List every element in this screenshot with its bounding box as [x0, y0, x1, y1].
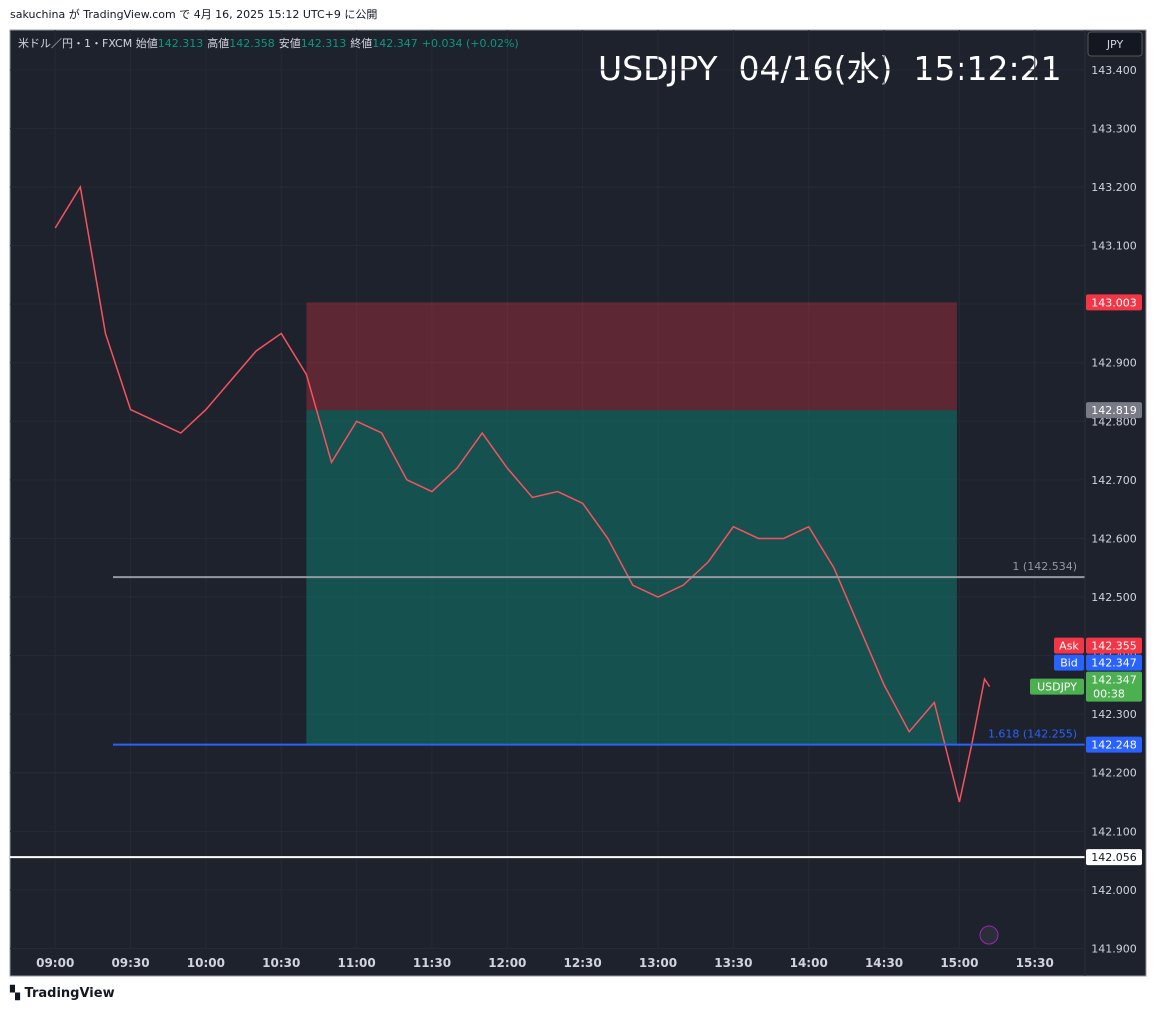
tag-name-box [1054, 637, 1084, 654]
y-tick-label: 142.100 [1091, 825, 1137, 838]
price-line [54, 184, 991, 803]
position-zone [306, 302, 957, 411]
x-tick-label: 11:30 [413, 956, 451, 970]
alert-icon[interactable] [979, 925, 999, 945]
x-tick-label: 12:30 [564, 956, 602, 970]
y-tick-label: 142.300 [1091, 708, 1137, 721]
tag-name: USDJPY [1037, 681, 1077, 694]
y-tick-label: 142.200 [1091, 767, 1137, 780]
y-tick-label: 142.600 [1091, 532, 1137, 545]
y-tick-label: 142.700 [1091, 474, 1137, 487]
plot-area [10, 30, 1085, 949]
price-tag [1086, 671, 1142, 702]
legend: 米ドル／円・1・FXCM 始値142.313 高値142.358 安値142.313… [18, 35, 523, 51]
footer-logo: ▚ TradingView [10, 986, 115, 1001]
legend-change: +0.034 (+0.02%) [421, 37, 519, 50]
y-tick-label: 143.100 [1091, 240, 1137, 253]
price-tag [1086, 294, 1142, 311]
symbol: 米ドル／円・1・FXCM [18, 37, 133, 50]
price-tag-label: 142.347 [1091, 657, 1137, 670]
price-tag-label: 142.248 [1091, 739, 1137, 752]
legend-label: 高値 [207, 37, 230, 50]
tag-name-box [1030, 678, 1084, 695]
y-tick-label: 142.800 [1091, 415, 1137, 428]
y-tick-label: 143.400 [1091, 64, 1137, 77]
y-tick-label: 142.000 [1091, 884, 1137, 897]
y-tick-label: 143.200 [1091, 181, 1137, 194]
publisher-line: sakuchina が TradingView.com で 4月 16, 202… [10, 8, 378, 21]
level-label: 1.618 (142.255) [988, 728, 1077, 741]
x-tick-label: 13:00 [639, 956, 677, 970]
big-title: USDJPY 04/16(水) 15:12:21 [598, 49, 1062, 88]
legend-value: 142.358 [229, 37, 275, 50]
currency: JPY [1106, 38, 1124, 51]
x-tick-label: 09:30 [111, 956, 149, 970]
x-tick-label: 14:30 [865, 956, 903, 970]
x-tick-label: 15:30 [1016, 956, 1054, 970]
price-tag [1086, 402, 1142, 419]
x-tick-label: 12:00 [488, 956, 526, 970]
tag-name: Bid [1060, 657, 1078, 670]
legend-label: 終値 [350, 37, 373, 50]
x-tick-label: 11:00 [338, 956, 376, 970]
countdown: 00:38 [1093, 688, 1125, 701]
legend-label: 安値 [278, 37, 301, 50]
x-tick-label: 09:00 [36, 956, 74, 970]
price-tag-label: 142.355 [1091, 640, 1137, 653]
chart-frame [9, 29, 1147, 977]
currency-button[interactable] [1087, 31, 1143, 57]
tag-name-box [1054, 654, 1084, 671]
footer: TradingView [24, 986, 115, 1001]
price-tag-label: 142.056 [1091, 851, 1137, 864]
price-tag [1086, 654, 1142, 671]
tag-name: Ask [1059, 640, 1079, 653]
y-tick-label: 141.900 [1091, 942, 1137, 955]
legend-value: 142.313 [157, 37, 204, 50]
legend-label: 始値 [135, 37, 158, 50]
y-tick-label: 142.900 [1091, 357, 1137, 370]
legend-value: 142.313 [300, 37, 347, 50]
price-tag [1086, 637, 1142, 654]
level-label: 1 (142.534) [1012, 560, 1077, 573]
x-tick-label: 13:30 [714, 956, 752, 970]
price-tag [1086, 849, 1142, 866]
price-tag [1086, 736, 1142, 753]
x-tick-label: 10:00 [187, 956, 225, 970]
price-tag-label: 142.819 [1091, 404, 1137, 417]
price-tag-label: 142.347 [1091, 674, 1137, 687]
y-tick-label: 142.500 [1091, 591, 1137, 604]
price-tag-label: 143.003 [1091, 296, 1137, 309]
y-tick-label: 143.300 [1091, 122, 1137, 135]
x-tick-label: 14:00 [790, 956, 828, 970]
legend-value: 142.347 [372, 37, 418, 50]
x-tick-label: 15:00 [940, 956, 978, 970]
x-tick-label: 10:30 [262, 956, 300, 970]
